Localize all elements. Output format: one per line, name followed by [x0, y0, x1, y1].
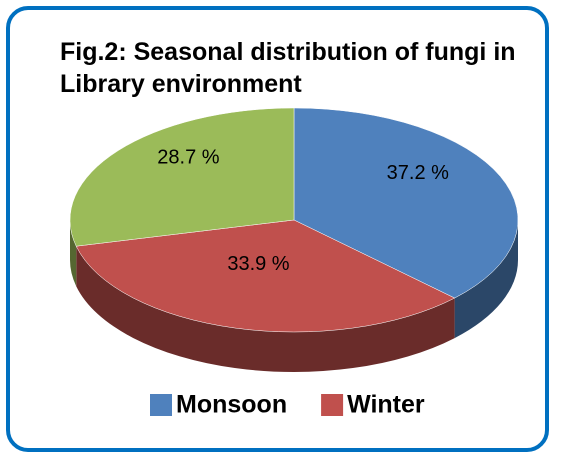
slice	[293, 107, 519, 299]
value-label: 37.2 %	[387, 162, 449, 184]
legend-label: Winter	[347, 391, 425, 419]
slice	[69, 107, 295, 247]
slice-side	[454, 220, 518, 339]
legend-label: Monsoon	[176, 391, 287, 419]
chart-title: Fig.2: Seasonal distribution of fungi in…	[60, 38, 516, 98]
slice	[75, 219, 456, 333]
value-label: 33.9 %	[227, 253, 289, 275]
slice-side	[76, 246, 455, 373]
value-label: 28.7 %	[157, 147, 219, 169]
chart-border	[6, 6, 549, 452]
legend-swatch	[150, 394, 172, 416]
legend-swatch	[321, 394, 344, 416]
slice-side	[70, 220, 77, 287]
